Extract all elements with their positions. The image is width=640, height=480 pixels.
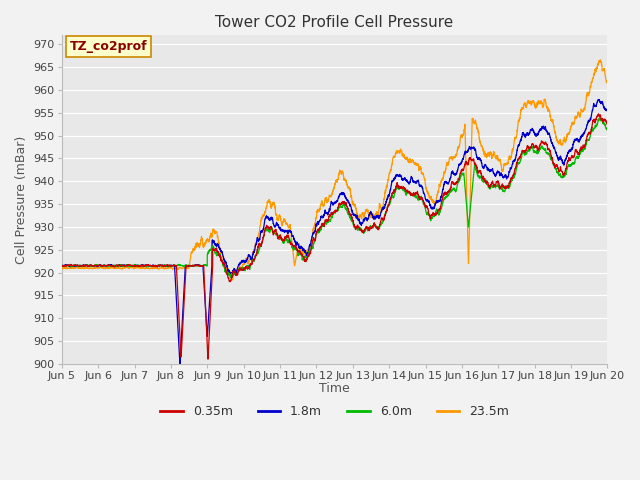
X-axis label: Time: Time [319, 382, 350, 395]
Text: TZ_co2prof: TZ_co2prof [70, 40, 148, 53]
Title: Tower CO2 Profile Cell Pressure: Tower CO2 Profile Cell Pressure [216, 15, 454, 30]
Y-axis label: Cell Pressure (mBar): Cell Pressure (mBar) [15, 135, 28, 264]
Legend: 0.35m, 1.8m, 6.0m, 23.5m: 0.35m, 1.8m, 6.0m, 23.5m [155, 400, 514, 423]
